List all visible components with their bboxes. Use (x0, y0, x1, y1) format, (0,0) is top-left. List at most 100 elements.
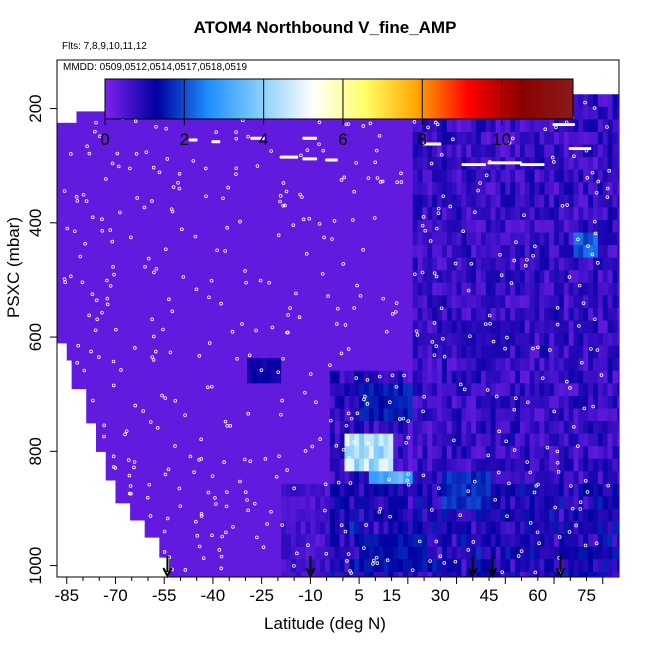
heatmap-cell (510, 144, 516, 158)
heatmap-cell (558, 521, 565, 535)
heatmap-cell (446, 257, 453, 271)
heatmap-cell (290, 370, 297, 384)
heatmap-cell (125, 345, 131, 359)
heatmap-cell (164, 483, 170, 498)
heatmap-cell (95, 136, 102, 150)
flight-track-point (420, 270, 425, 275)
heatmap-cell (198, 295, 204, 309)
heatmap-cell (125, 157, 131, 171)
heatmap-cell (388, 408, 394, 422)
heatmap-cell (480, 496, 487, 510)
flight-track-point (304, 252, 309, 256)
heatmap-cell (227, 245, 234, 259)
flight-track-point (583, 543, 588, 548)
heatmap-cell (607, 219, 614, 234)
heatmap-cell (227, 546, 234, 560)
heatmap-cell (325, 509, 331, 523)
heatmap-cell (549, 370, 555, 384)
heatmap-cell (110, 425, 117, 439)
heatmap-cell (271, 496, 277, 510)
heatmap-cell (320, 534, 326, 548)
heatmap-cell (290, 333, 297, 347)
heatmap-cell (159, 207, 165, 221)
heatmap-cell (120, 207, 126, 221)
heatmap-cell (91, 400, 97, 414)
heatmap-cell (363, 559, 370, 573)
flight-track-point (328, 418, 333, 423)
flight-track-point (151, 165, 156, 170)
heatmap-cell (583, 131, 589, 146)
flight-track-point (162, 529, 167, 534)
heatmap-cell (266, 395, 273, 410)
heatmap-cell (588, 395, 594, 410)
heatmap-cell (480, 219, 487, 234)
heatmap-cell (169, 395, 175, 410)
heatmap-cell (524, 383, 531, 397)
heatmap-cell (446, 119, 453, 133)
heatmap-cell (568, 383, 575, 397)
heatmap-cell (398, 383, 404, 397)
heatmap-cell (266, 571, 273, 577)
heatmap-cell (437, 421, 443, 435)
heatmap-cell (402, 207, 409, 221)
heatmap-cell (427, 345, 433, 359)
flight-track-point (134, 151, 139, 156)
heatmap-cell (529, 370, 536, 384)
heatmap-cell (368, 446, 375, 460)
heatmap-cell (95, 299, 102, 314)
heatmap-cell (212, 433, 219, 447)
heatmap-cell (539, 534, 545, 548)
heatmap-cell (203, 571, 209, 577)
heatmap-cell (315, 333, 321, 347)
heatmap-cell (305, 408, 311, 422)
heatmap-cell (305, 458, 311, 472)
heatmap-cell (558, 446, 565, 460)
heatmap-cell (495, 471, 502, 485)
heatmap-cell (519, 471, 526, 485)
heatmap-cell (510, 471, 516, 485)
heatmap-cell (339, 144, 346, 158)
heatmap-cell (578, 395, 584, 410)
heatmap-cell (515, 257, 521, 271)
flight-track-point (439, 306, 444, 311)
heatmap-cell (105, 136, 112, 150)
heatmap-cell (276, 182, 282, 196)
flight-track-point (223, 419, 228, 424)
heatmap-cell (490, 182, 497, 196)
heatmap-cell (456, 257, 463, 271)
heatmap-cell (169, 408, 175, 422)
heatmap-cell (451, 521, 458, 535)
heatmap-cell (91, 325, 97, 339)
heatmap-cell (305, 320, 311, 334)
heatmap-cell (529, 219, 536, 234)
heatmap-cell (515, 282, 521, 296)
heatmap-cell (383, 546, 389, 560)
heatmap-cell (432, 245, 438, 259)
heatmap-cell (539, 307, 545, 322)
heatmap-cell (495, 395, 502, 410)
heatmap-cell (251, 571, 258, 577)
heatmap-cell (593, 483, 599, 498)
heatmap-cell (198, 320, 204, 334)
heatmap-cell (242, 458, 248, 472)
heatmap-cell (407, 320, 414, 334)
heatmap-cell (402, 282, 409, 296)
heatmap-cell (188, 232, 195, 246)
heatmap-cell (349, 458, 355, 472)
heatmap-cell (573, 483, 579, 498)
heatmap-cell (325, 257, 331, 271)
heatmap-cell (105, 299, 112, 314)
flight-track-point (334, 443, 339, 448)
flight-track-point (300, 195, 304, 199)
heatmap-cell (383, 383, 389, 397)
heatmap-cell (208, 232, 214, 246)
heatmap-cell (471, 282, 477, 296)
heatmap-cell (393, 358, 399, 372)
heatmap-cell (544, 446, 550, 460)
heatmap-cell (578, 534, 584, 548)
heatmap-cell (558, 320, 565, 334)
heatmap-cell (261, 245, 268, 259)
heatmap-cell (315, 446, 321, 460)
heatmap-cell (178, 509, 185, 523)
heatmap-cell (461, 182, 467, 196)
